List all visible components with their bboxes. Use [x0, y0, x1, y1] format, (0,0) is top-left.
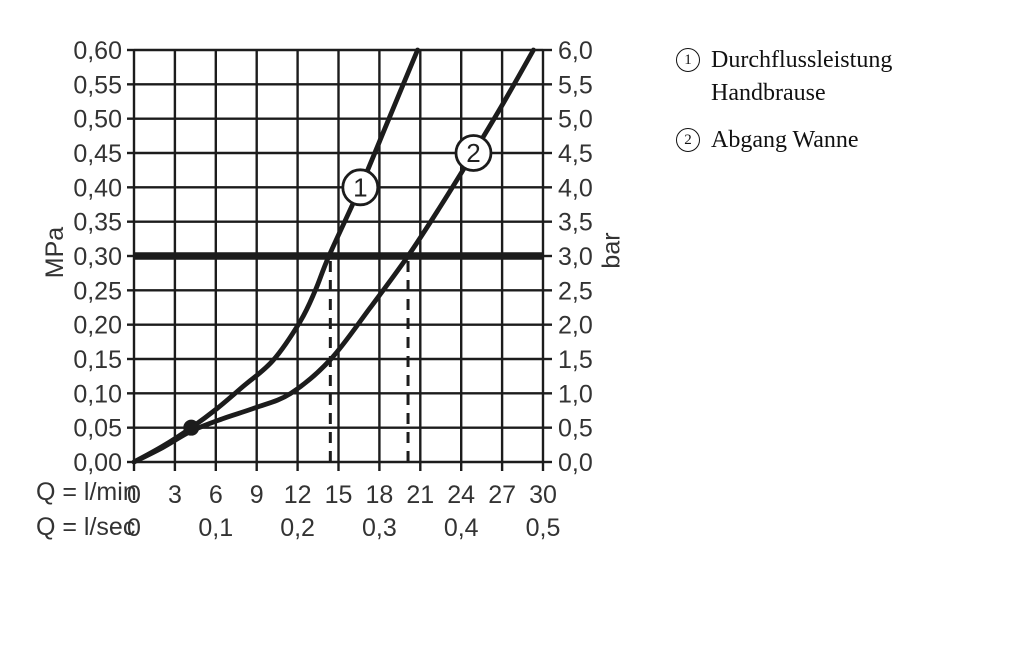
y-left-tick-label: 0,15: [73, 346, 122, 374]
x-lmin-tick-label: 30: [529, 481, 557, 509]
y-right-tick-label: 1,0: [558, 380, 593, 408]
y-left-tick-label: 0,50: [73, 106, 122, 134]
y-right-tick-label: 4,5: [558, 140, 593, 168]
y-left-tick-label: 0,25: [73, 277, 122, 305]
x-lsec-tick-label: 0,1: [198, 514, 233, 542]
curve-marker-circle-2: [454, 134, 493, 172]
x-lmin-tick-label: 21: [406, 481, 434, 509]
x-axis-lmin-label: Q = l/min: [36, 478, 137, 506]
legend-item-wanne: 2 Abgang Wanne: [676, 124, 946, 157]
y-left-tick-label: 0,05: [73, 415, 122, 443]
x-lmin-tick-label: 0: [127, 481, 141, 509]
legend: 1 Durchflussleistung Handbrause 2 Abgang…: [676, 44, 946, 171]
y-axis-right-unit-text: bar: [597, 231, 626, 269]
x-lsec-tick-label: 0: [127, 514, 141, 542]
x-axis-lsec-label: Q = l/sec: [36, 513, 136, 541]
x-lsec-tick-label: 0,3: [362, 514, 397, 542]
y-right-tick-label: 2,5: [558, 277, 593, 305]
x-lmin-tick-label: 15: [325, 481, 353, 509]
y-right-tick-label: 0,0: [558, 449, 593, 477]
x-lsec-tick-label: 0,2: [280, 514, 315, 542]
y-right-tick-label: 2,0: [558, 312, 593, 340]
y-left-tick-label: 0,35: [73, 209, 122, 237]
y-axis-left-unit-text: MPa: [41, 226, 70, 278]
x-lsec-tick-label: 0,4: [444, 514, 479, 542]
legend-item-handbrause: 1 Durchflussleistung Handbrause: [676, 44, 946, 110]
y-left-tick-label: 0,30: [73, 243, 122, 271]
legend-label-wanne: Abgang Wanne: [711, 127, 859, 153]
y-left-tick-label: 0,45: [73, 140, 122, 168]
y-left-tick-label: 0,60: [73, 37, 122, 65]
x-lmin-tick-label: 3: [168, 481, 182, 509]
legend-symbol-1-icon: 1: [676, 48, 700, 72]
y-right-tick-label: 4,0: [558, 174, 593, 202]
y-left-tick-label: 0,55: [73, 71, 122, 99]
curve-marker-number-2: 2: [466, 138, 480, 168]
x-lmin-tick-label: 9: [250, 481, 264, 509]
curve-marker-circle-1: [341, 168, 380, 207]
x-lmin-tick-label: 6: [209, 481, 223, 509]
y-axis-left-unit: MPa: [26, 222, 86, 282]
x-lmin-tick-label: 27: [488, 481, 516, 509]
y-left-tick-label: 0,20: [73, 312, 122, 340]
legend-label-handbrause: Durchflussleistung Handbrause: [711, 47, 893, 106]
y-right-tick-label: 3,5: [558, 209, 593, 237]
y-left-tick-label: 0,00: [73, 449, 122, 477]
y-right-tick-label: 6,0: [558, 37, 593, 65]
legend-symbol-2-icon: 2: [676, 128, 700, 152]
curve-dot: [183, 419, 200, 436]
y-axis-right-unit: bar: [582, 220, 642, 280]
x-lmin-tick-label: 18: [365, 481, 393, 509]
curve-marker-number-1: 1: [353, 172, 367, 202]
x-lmin-tick-label: 24: [447, 481, 475, 509]
y-right-tick-label: 5,0: [558, 106, 593, 134]
y-right-tick-label: 0,5: [558, 415, 593, 443]
y-left-tick-label: 0,10: [73, 380, 122, 408]
y-right-tick-label: 5,5: [558, 71, 593, 99]
y-right-tick-label: 3,0: [558, 243, 593, 271]
x-lmin-tick-label: 12: [284, 481, 312, 509]
x-lsec-tick-label: 0,5: [526, 514, 561, 542]
y-right-tick-label: 1,5: [558, 346, 593, 374]
y-left-tick-label: 0,40: [73, 174, 122, 202]
